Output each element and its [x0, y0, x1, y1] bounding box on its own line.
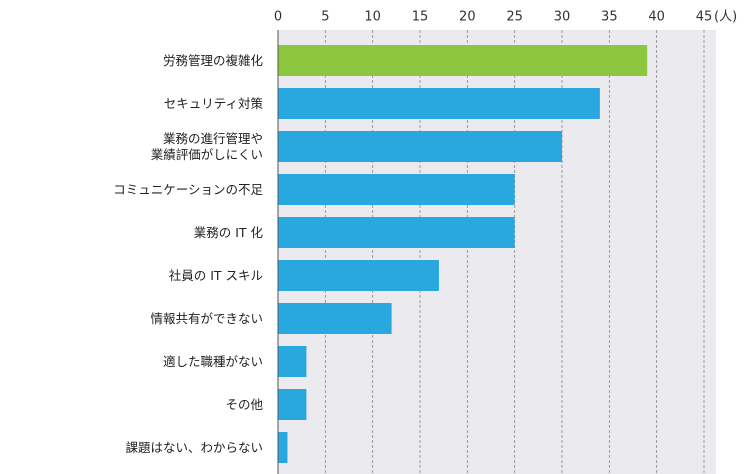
x-tick-label: 0 [274, 10, 282, 25]
y-tick-label: 業務の IT 化 [193, 224, 263, 240]
bar [278, 260, 439, 291]
y-tick-label: 業務の進行管理や 業績評価がしにくい [150, 130, 263, 162]
bar [278, 389, 307, 420]
y-tick-label: その他 [225, 396, 263, 412]
y-tick-label: 課題はない、わからない [125, 439, 263, 455]
x-tick-label: 45 [696, 10, 713, 25]
x-tick-label: 25 [506, 10, 523, 25]
x-tick-label: 10 [364, 10, 381, 25]
x-tick-label: 30 [554, 10, 571, 25]
x-tick-label: 20 [459, 10, 476, 25]
bar [278, 303, 392, 334]
y-tick-label: 社員の IT スキル [168, 267, 263, 283]
bar [278, 432, 288, 463]
bar [278, 131, 562, 162]
x-tick-label: 15 [412, 10, 429, 25]
bar [278, 45, 648, 76]
bar [278, 88, 600, 119]
y-tick-label: コミュニケーションの不足 [113, 181, 263, 197]
bar [278, 217, 515, 248]
x-unit: (人) [714, 10, 737, 25]
y-tick-label: 労務管理の複雑化 [162, 52, 263, 68]
y-tick-label: セキュリティ対策 [163, 95, 263, 111]
x-tick-label: 5 [321, 10, 329, 25]
x-tick-label: 40 [648, 10, 665, 25]
y-tick-label: 情報共有ができない [150, 310, 263, 326]
y-tick-label: 適した職種がない [162, 353, 263, 369]
bar [278, 174, 515, 205]
bar [278, 346, 307, 377]
x-tick-label: 35 [601, 10, 618, 25]
